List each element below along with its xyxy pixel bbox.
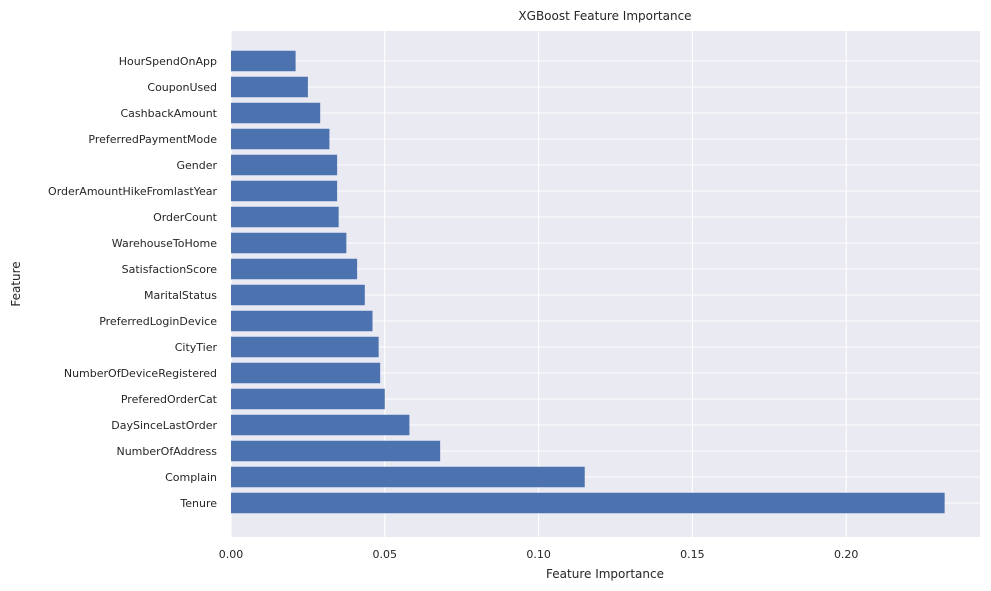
y-tick-label: Tenure <box>179 497 217 510</box>
y-tick-label: OrderAmountHikeFromlastYear <box>48 185 217 198</box>
y-tick-label: MaritalStatus <box>144 289 217 302</box>
y-tick-label: CouponUsed <box>147 81 217 94</box>
y-tick-labels: Tenure Complain NumberOfAddress DaySinceLas… <box>48 55 218 510</box>
bar-HourSpendOnApp <box>231 50 296 72</box>
y-tick-label: PreferredLoginDevice <box>99 315 217 328</box>
chart-title: XGBoost Feature Importance <box>518 9 691 23</box>
bar-DaySinceLastOrder <box>231 414 410 436</box>
bar-WarehouseToHome <box>231 232 347 254</box>
y-tick-label: OrderCount <box>153 211 218 224</box>
bar-OrderAmountHikeFromlastYear <box>231 180 338 202</box>
bar-PreferredLoginDevice <box>231 310 373 332</box>
bar-Gender <box>231 154 338 176</box>
bar-CouponUsed <box>231 76 308 98</box>
y-tick-label: Complain <box>165 471 217 484</box>
y-tick-label: CashbackAmount <box>121 107 218 120</box>
bar-MaritalStatus <box>231 284 365 306</box>
x-tick-labels: 0.00 0.05 0.10 0.15 0.20 <box>219 548 859 561</box>
y-tick-label: PreferredPaymentMode <box>88 133 217 146</box>
x-tick-label: 0.15 <box>680 548 705 561</box>
bar-NumberOfDeviceRegistered <box>231 362 381 384</box>
x-tick-label: 0.10 <box>526 548 551 561</box>
y-tick-label: NumberOfDeviceRegistered <box>64 367 217 380</box>
x-tick-label: 0.05 <box>373 548 398 561</box>
y-tick-label: HourSpendOnApp <box>119 55 217 68</box>
y-tick-label: Gender <box>176 159 217 172</box>
y-tick-label: WarehouseToHome <box>112 237 217 250</box>
bar-PreferedOrderCat <box>231 388 385 410</box>
bar-OrderCount <box>231 206 339 228</box>
bar-CityTier <box>231 336 379 358</box>
x-tick-label: 0.20 <box>834 548 859 561</box>
x-axis-label: Feature Importance <box>546 567 664 581</box>
y-axis-label: Feature <box>9 261 23 306</box>
y-tick-label: DaySinceLastOrder <box>111 419 217 432</box>
bar-PreferredPaymentMode <box>231 128 330 150</box>
x-tick-label: 0.00 <box>219 548 244 561</box>
y-tick-label: CityTier <box>175 341 218 354</box>
bars <box>231 50 945 514</box>
y-tick-label: NumberOfAddress <box>116 445 217 458</box>
y-tick-label: PreferedOrderCat <box>121 393 218 406</box>
bar-Complain <box>231 466 585 488</box>
bar-Tenure <box>231 492 945 514</box>
bar-NumberOfAddress <box>231 440 441 462</box>
bar-SatisfactionScore <box>231 258 358 280</box>
bar-CashbackAmount <box>231 102 321 124</box>
y-tick-label: SatisfactionScore <box>122 263 218 276</box>
